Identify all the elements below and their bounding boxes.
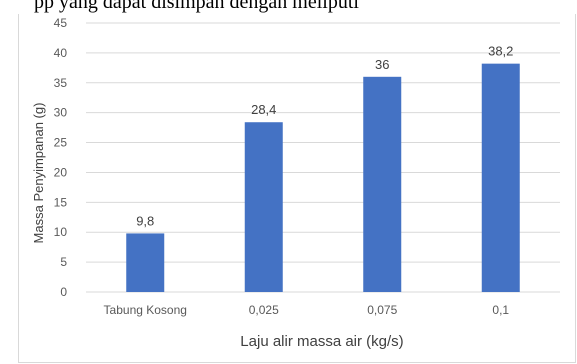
bar xyxy=(244,122,283,292)
bar xyxy=(126,233,165,292)
y-tick-label: 45 xyxy=(54,16,68,30)
y-tick-label: 20 xyxy=(54,165,68,179)
y-tick-label: 40 xyxy=(54,46,68,60)
bars xyxy=(126,63,520,292)
bar xyxy=(363,76,402,292)
y-tick-label: 25 xyxy=(54,136,68,150)
x-axis-title: Laju alir massa air (kg/s) xyxy=(240,333,403,350)
y-tick-label: 15 xyxy=(54,195,68,209)
x-tick-label: 0,1 xyxy=(492,303,509,317)
x-tick-label: Tabung Kosong xyxy=(104,303,187,317)
data-labels: 9,8 28,4 36 38,2 xyxy=(136,44,513,229)
data-label: 9,8 xyxy=(136,213,154,228)
y-tick-label: 35 xyxy=(54,76,68,90)
y-axis-ticks: 0 5 10 15 20 25 30 35 40 45 xyxy=(54,16,68,299)
data-label: 28,4 xyxy=(251,102,276,117)
y-tick-label: 0 xyxy=(60,285,67,299)
y-tick-label: 10 xyxy=(54,225,68,239)
y-axis-title: Massa Penyimpanan (g) xyxy=(31,103,46,244)
data-label: 38,2 xyxy=(488,44,513,59)
x-tick-label: 0,025 xyxy=(249,303,279,317)
data-label: 36 xyxy=(375,57,389,72)
bar xyxy=(481,63,520,292)
x-tick-label: 0,075 xyxy=(367,303,397,317)
header-strip: pp yang dapat disimpan dengan meliputi xyxy=(0,0,577,14)
y-tick-label: 5 xyxy=(60,255,67,269)
gridlines xyxy=(86,22,560,293)
y-tick-label: 30 xyxy=(54,106,68,120)
x-axis-ticks: Tabung Kosong 0,025 0,075 0,1 xyxy=(104,303,510,317)
header-text: pp yang dapat disimpan dengan meliputi xyxy=(34,0,359,13)
